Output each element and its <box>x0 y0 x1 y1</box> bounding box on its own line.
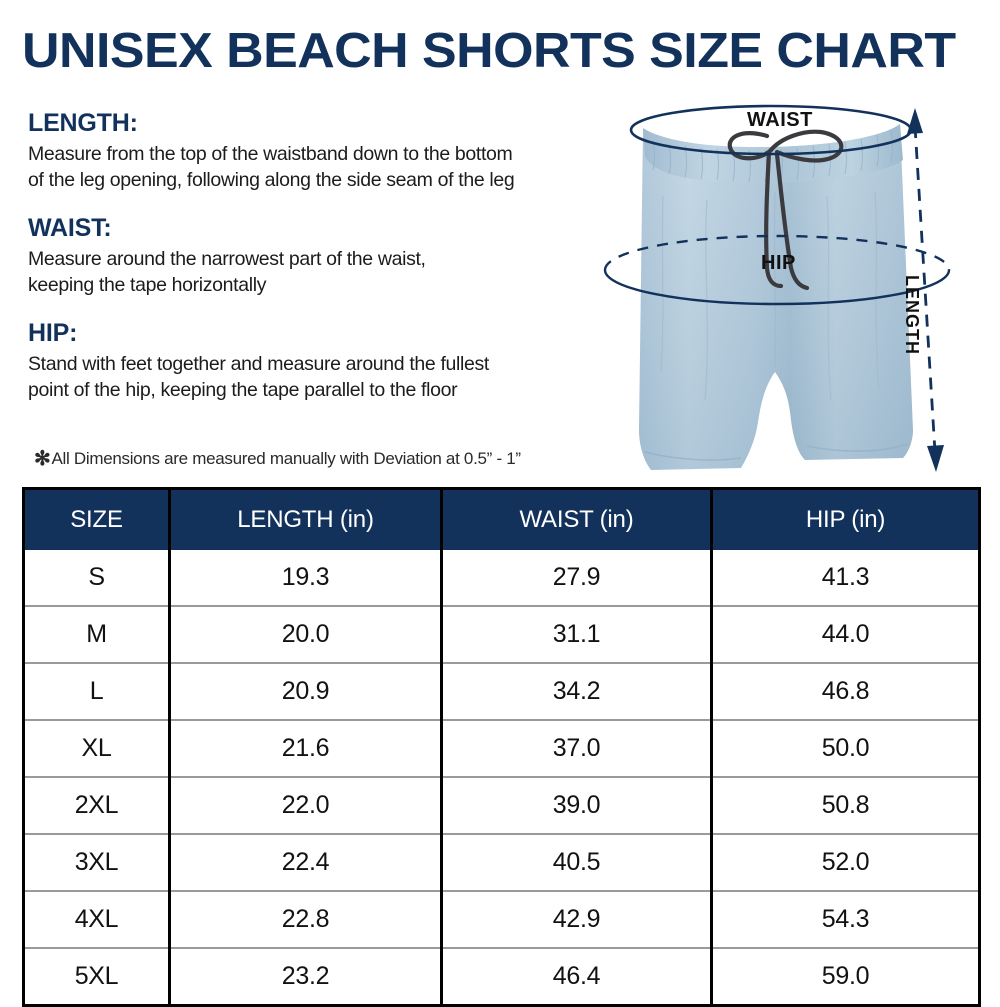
cell-hip: 52.0 <box>711 833 980 891</box>
instruction-text-waist: Measure around the narrowest part of the… <box>28 246 618 298</box>
hip-measure-ellipse-back <box>603 234 951 271</box>
instruction-text-length-line1: Measure from the top of the waistband do… <box>28 143 513 165</box>
table-header: SIZE LENGTH (in) WAIST (in) HIP (in) <box>23 488 980 550</box>
cell-hip: 46.8 <box>711 662 980 720</box>
column-header-waist: WAIST (in) <box>441 488 713 550</box>
column-header-size: SIZE <box>23 488 171 550</box>
cell-size: XL <box>23 719 171 777</box>
table-row: XL 21.6 37.0 50.0 <box>23 719 980 777</box>
measurement-instructions: LENGTH: Measure from the top of the wais… <box>28 108 618 423</box>
shorts-diagram: WAIST HIP LENGTH <box>595 100 990 490</box>
length-arrow-head-top <box>907 108 923 134</box>
instruction-text-waist-line2: keeping the tape horizontally <box>28 274 267 296</box>
instruction-text-waist-line1: Measure around the narrowest part of the… <box>28 248 426 270</box>
cell-length: 21.6 <box>169 719 443 777</box>
cell-size: L <box>23 662 171 720</box>
cell-hip: 41.3 <box>711 550 980 606</box>
table-row: 5XL 23.2 46.4 59.0 <box>23 947 980 1006</box>
instruction-text-length: Measure from the top of the waistband do… <box>28 141 618 193</box>
asterisk-icon: ✻ <box>34 448 51 470</box>
deviation-footnote-text: All Dimensions are measured manually wit… <box>51 449 521 468</box>
cell-size: M <box>23 605 171 663</box>
waist-diagram-label: WAIST <box>747 109 813 131</box>
cell-length: 23.2 <box>169 947 443 1006</box>
deviation-footnote: ✻All Dimensions are measured manually wi… <box>34 448 521 470</box>
cell-hip: 44.0 <box>711 605 980 663</box>
cell-length: 22.8 <box>169 890 443 948</box>
table-header-row: SIZE LENGTH (in) WAIST (in) HIP (in) <box>23 488 980 550</box>
cell-hip: 59.0 <box>711 947 980 1006</box>
length-measure-arrow <box>907 108 944 472</box>
table-row: S 19.3 27.9 41.3 <box>23 550 980 606</box>
cell-size: S <box>23 550 171 606</box>
instruction-heading-length: LENGTH: <box>28 109 138 137</box>
cell-length: 20.9 <box>169 662 443 720</box>
cell-size: 3XL <box>23 833 171 891</box>
cell-length: 20.0 <box>169 605 443 663</box>
cell-waist: 46.4 <box>441 947 713 1006</box>
table-body: S 19.3 27.9 41.3 M 20.0 31.1 44.0 L 20.9… <box>23 550 980 1006</box>
instruction-block-hip: HIP: Stand with feet together and measur… <box>28 318 618 403</box>
column-header-hip: HIP (in) <box>711 488 980 550</box>
cell-length: 22.4 <box>169 833 443 891</box>
cell-waist: 37.0 <box>441 719 713 777</box>
instruction-heading-waist: WAIST: <box>28 214 112 242</box>
drawstring-bow <box>727 129 844 291</box>
instruction-text-hip-line1: Stand with feet together and measure aro… <box>28 353 489 375</box>
page-title: UNISEX BEACH SHORTS SIZE CHART <box>22 24 956 78</box>
cell-waist: 27.9 <box>441 550 713 606</box>
cell-size: 2XL <box>23 776 171 834</box>
cell-size: 4XL <box>23 890 171 948</box>
instruction-heading-hip: HIP: <box>28 319 78 347</box>
shorts-illustration-svg <box>603 104 951 472</box>
cell-length: 19.3 <box>169 550 443 606</box>
cell-size: 5XL <box>23 947 171 1006</box>
cell-waist: 39.0 <box>441 776 713 834</box>
cell-hip: 54.3 <box>711 890 980 948</box>
shorts-body-shape <box>639 124 913 470</box>
length-arrow-head-bottom <box>927 445 944 472</box>
cell-waist: 42.9 <box>441 890 713 948</box>
table-row: L 20.9 34.2 46.8 <box>23 662 980 720</box>
fabric-folds <box>660 191 880 401</box>
instruction-block-length: LENGTH: Measure from the top of the wais… <box>28 108 618 193</box>
instruction-text-length-line2: of the leg opening, following along the … <box>28 169 515 191</box>
cell-waist: 34.2 <box>441 662 713 720</box>
instruction-text-hip-line2: point of the hip, keeping the tape paral… <box>28 379 458 401</box>
length-diagram-label: LENGTH <box>902 275 922 355</box>
hem-lines <box>644 443 908 461</box>
table-row: 3XL 22.4 40.5 52.0 <box>23 833 980 891</box>
table-row: 2XL 22.0 39.0 50.8 <box>23 776 980 834</box>
cell-length: 22.0 <box>169 776 443 834</box>
size-chart-table: SIZE LENGTH (in) WAIST (in) HIP (in) S 1… <box>22 487 981 1007</box>
instruction-text-hip: Stand with feet together and measure aro… <box>28 351 618 403</box>
column-header-length: LENGTH (in) <box>169 488 443 550</box>
hip-measure-ellipse-front <box>603 269 951 306</box>
cell-waist: 40.5 <box>441 833 713 891</box>
cell-hip: 50.8 <box>711 776 980 834</box>
table-row: 4XL 22.8 42.9 54.3 <box>23 890 980 948</box>
cell-hip: 50.0 <box>711 719 980 777</box>
cell-waist: 31.1 <box>441 605 713 663</box>
hip-diagram-label: HIP <box>761 252 796 274</box>
instruction-block-waist: WAIST: Measure around the narrowest part… <box>28 213 618 298</box>
table-row: M 20.0 31.1 44.0 <box>23 605 980 663</box>
